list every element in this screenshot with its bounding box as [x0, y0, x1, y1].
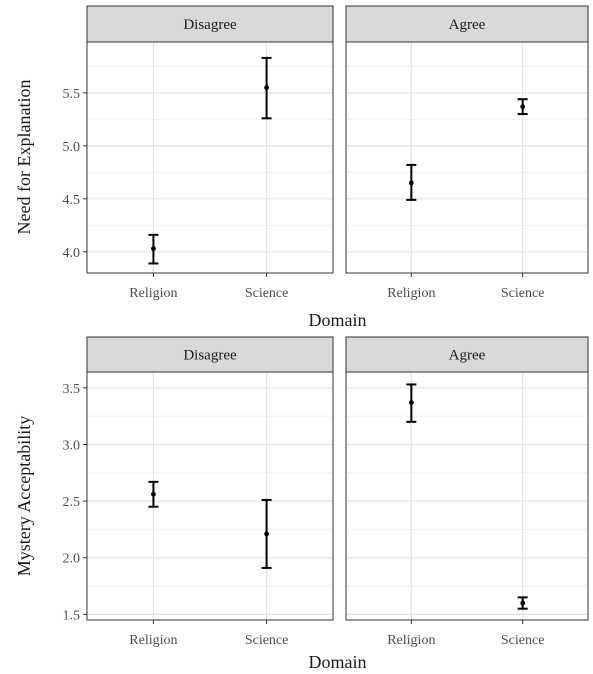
facet-strip-label: Agree — [449, 348, 486, 364]
mean-point — [151, 491, 156, 497]
panel-border — [86, 371, 334, 621]
errorbar-science — [517, 98, 528, 116]
y-axis-title: Need for Explanation — [14, 80, 34, 235]
y-axis-title: Mystery Acceptability — [14, 416, 34, 576]
x-tick-label: Science — [501, 286, 545, 301]
errorbar-science — [261, 498, 272, 569]
facet-strip-label: Disagree — [183, 17, 237, 33]
x-tick-label: Science — [245, 633, 289, 648]
errorbar-religion — [148, 480, 159, 508]
x-tick-label: Religion — [387, 286, 435, 301]
plot-area — [346, 42, 588, 273]
y-tick-label: 1.5 — [63, 608, 81, 623]
errorbar-religion — [406, 383, 417, 423]
chart-row-1: Disagree Religion Science Agree Religion Scie… — [14, 336, 589, 672]
facet-strip-label: Agree — [449, 17, 486, 33]
y-tick-label: 2.0 — [63, 552, 81, 567]
mean-point — [151, 246, 156, 252]
x-tick-label: Religion — [129, 286, 177, 301]
y-tick-label: 5.5 — [63, 87, 81, 102]
facet-strip — [345, 5, 589, 43]
mean-point — [520, 104, 526, 110]
errorbar-science — [261, 56, 272, 120]
panel-border — [345, 41, 589, 274]
errorbar-religion — [148, 233, 159, 265]
y-tick-label: 2.5 — [63, 495, 81, 510]
y-tick-label: 3.5 — [63, 382, 81, 397]
x-tick-label: Science — [245, 286, 289, 301]
chart-row-0: Disagree Religion Science Agree Religion Scie… — [14, 5, 589, 330]
mean-point — [264, 85, 269, 90]
panel-border — [345, 371, 589, 621]
facet-strip — [86, 5, 334, 43]
plot-area — [87, 372, 333, 620]
y-tick-label: 4.5 — [63, 193, 81, 208]
facet-panel-0-1: Agree Religion Science — [345, 5, 589, 301]
facet-strip — [86, 336, 334, 373]
mean-point — [520, 600, 526, 606]
x-tick-label: Religion — [387, 633, 435, 648]
mean-point — [408, 180, 414, 186]
errorbar-science — [517, 596, 528, 610]
plot-area — [87, 42, 333, 273]
y-tick-label: 3.0 — [63, 438, 81, 453]
x-tick-label: Religion — [129, 633, 177, 648]
facet-strip — [345, 336, 589, 373]
y-tick-label: 4.0 — [63, 246, 81, 261]
x-axis-title: Domain — [309, 652, 367, 672]
mean-point — [408, 400, 414, 405]
facet-panel-0-0: Disagree Religion Science — [86, 5, 334, 301]
facet-strip-label: Disagree — [183, 348, 237, 364]
facet-panel-1-0: Disagree Religion Science — [86, 336, 334, 648]
y-tick-label: 5.0 — [63, 140, 81, 155]
plot-area — [346, 372, 588, 620]
mean-point — [264, 531, 269, 537]
chart-root: Disagree Religion Science Agree Religion Scie… — [14, 5, 589, 672]
x-axis-title: Domain — [309, 310, 367, 330]
facet-panel-1-1: Agree Religion Science — [345, 336, 589, 648]
x-tick-label: Science — [501, 633, 545, 648]
errorbar-religion — [406, 163, 417, 201]
panel-border — [86, 41, 334, 274]
